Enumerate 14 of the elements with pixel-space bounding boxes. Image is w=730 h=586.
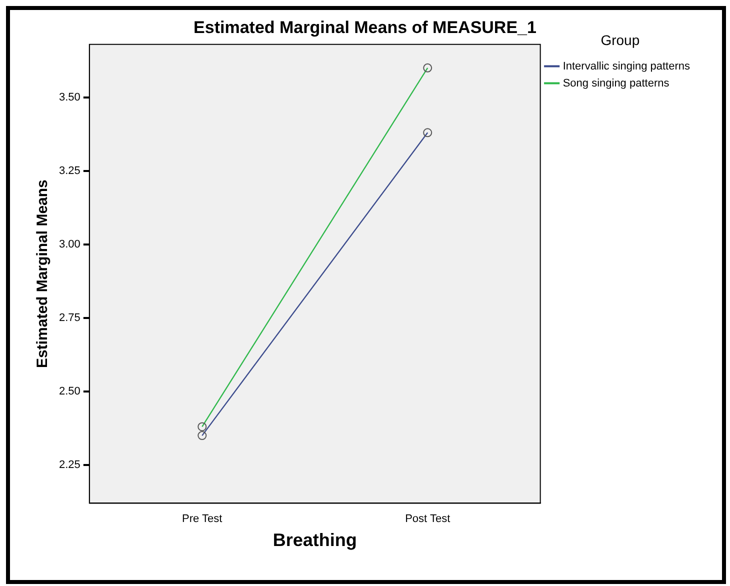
y-tick-label: 2.50 bbox=[58, 385, 80, 398]
y-tick-label: 3.25 bbox=[58, 164, 80, 177]
legend-title: Group bbox=[600, 32, 640, 48]
y-tick-label: 3.50 bbox=[58, 91, 80, 104]
x-tick-label: Post Test bbox=[405, 512, 450, 525]
y-tick-label: 2.75 bbox=[58, 312, 80, 324]
legend-label: Song singing patterns bbox=[562, 77, 670, 90]
y-tick-label: 3.00 bbox=[58, 238, 80, 250]
x-tick-label: Pre Test bbox=[182, 512, 222, 525]
chart-title: Estimated Marginal Means of MEASURE_1 bbox=[194, 18, 536, 37]
x-axis-title: Breathing bbox=[272, 530, 357, 550]
y-tick-label: 2.25 bbox=[58, 459, 80, 471]
legend-label: Intervallic singing patterns bbox=[562, 60, 690, 72]
y-axis-title: Estimated Marginal Means bbox=[34, 180, 52, 368]
